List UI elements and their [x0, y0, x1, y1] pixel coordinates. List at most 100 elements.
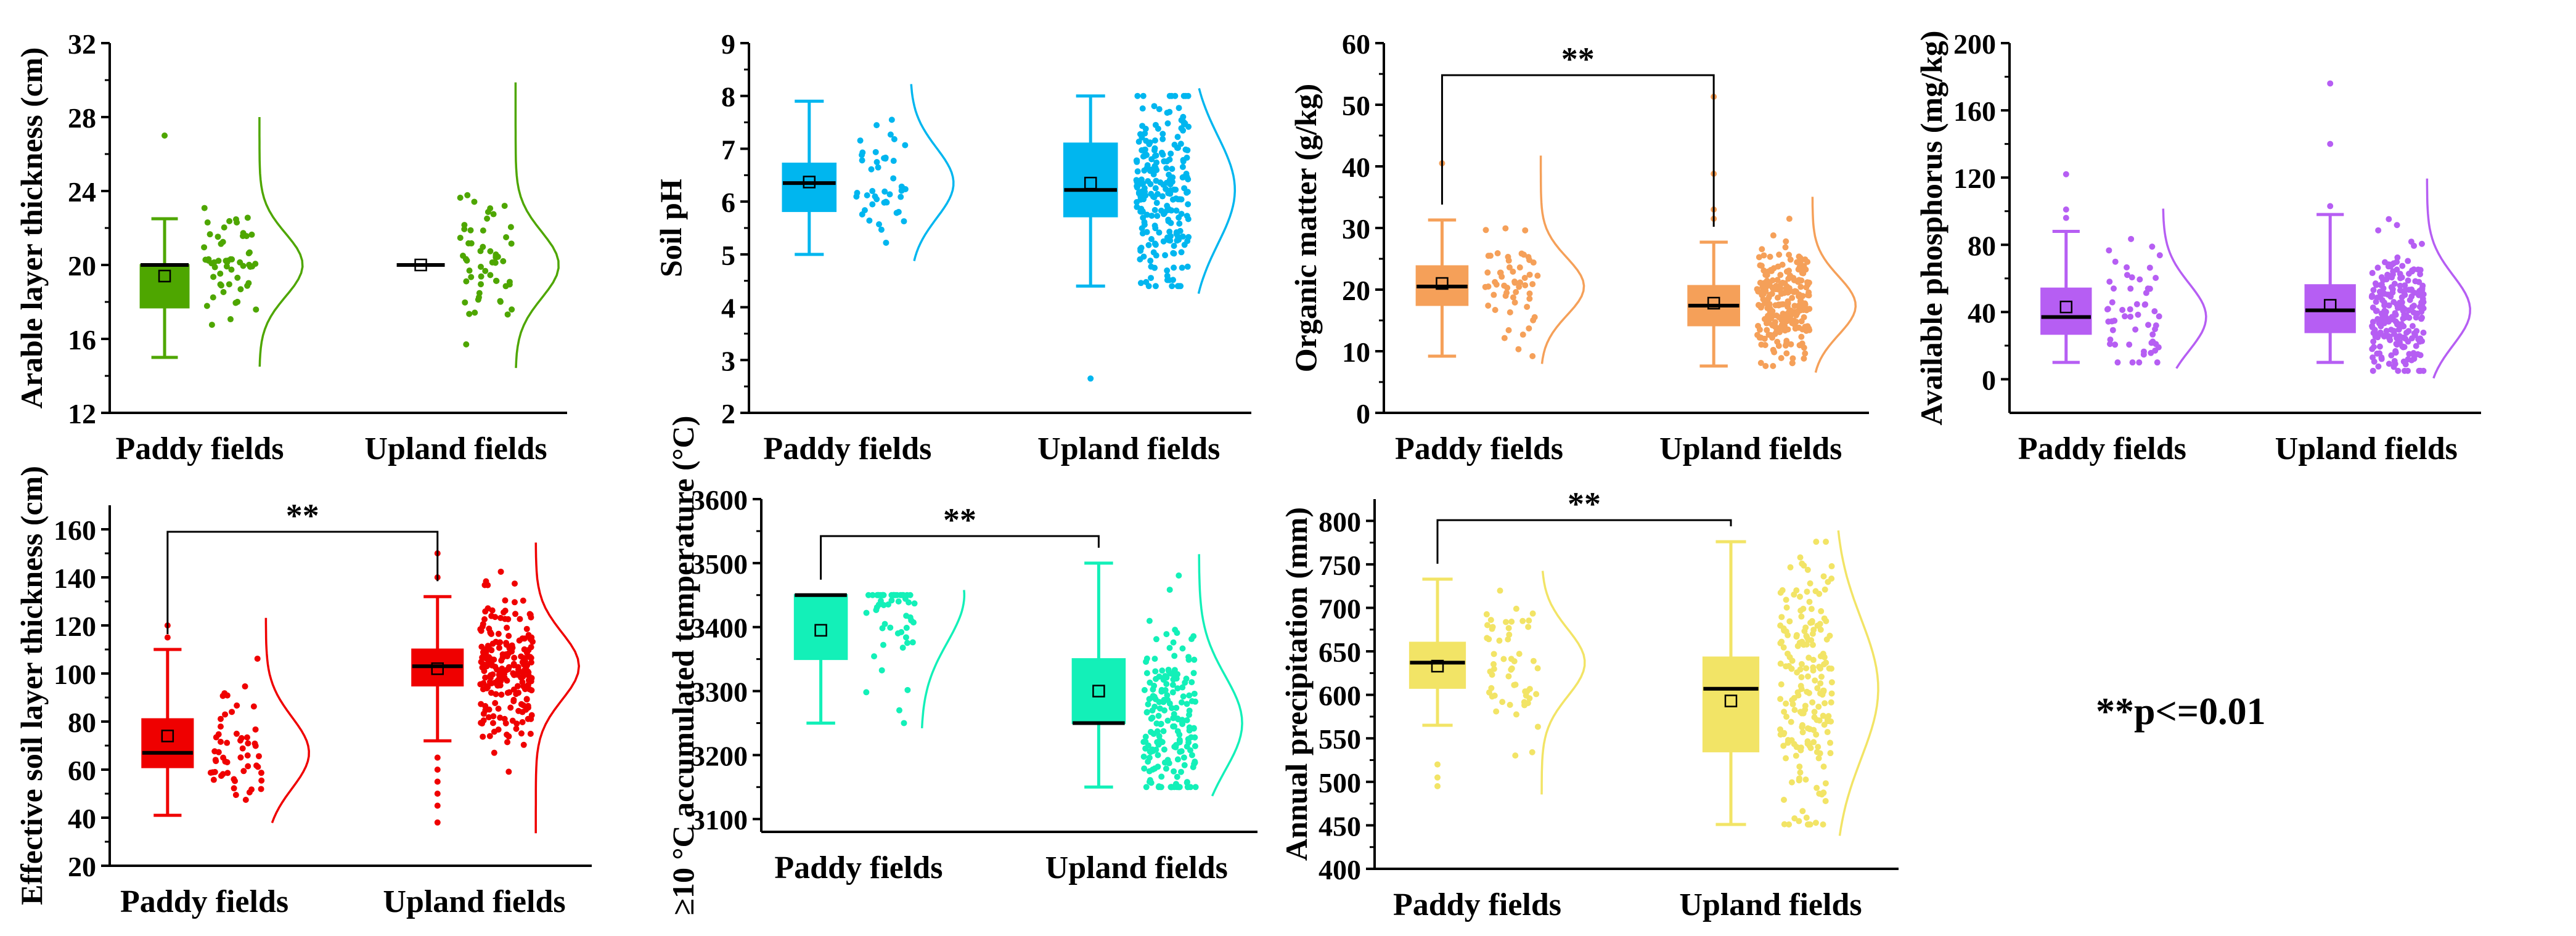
data-point [1760, 252, 1767, 259]
data-point [2379, 313, 2386, 320]
data-point [483, 663, 490, 670]
data-point [1143, 658, 1150, 665]
data-point [1777, 589, 1784, 596]
data-point [2376, 343, 2383, 350]
violin-curve [264, 617, 310, 824]
data-point [240, 768, 247, 775]
data-point [1791, 303, 1798, 309]
data-point [2389, 289, 2396, 296]
data-point [1818, 608, 1825, 614]
violin-curve [514, 82, 560, 368]
data-point [1774, 295, 1781, 301]
violin-curve [2162, 208, 2207, 369]
data-point [1142, 126, 1149, 132]
data-point [1813, 717, 1820, 723]
data-point [1182, 679, 1188, 686]
data-point [1526, 695, 1533, 702]
significance-stars: ** [1568, 486, 1601, 523]
data-point [881, 199, 888, 206]
data-point [497, 568, 504, 575]
significance-stars: ** [1561, 41, 1595, 78]
y-tick-label: 24 [68, 176, 96, 208]
data-point [1804, 821, 1811, 828]
significance-note: **p<=0.01 [2096, 691, 2266, 733]
box-mean-marker [431, 662, 444, 675]
data-point [1151, 137, 1158, 144]
data-point [888, 116, 895, 123]
data-point [898, 193, 904, 200]
violin-curve [2426, 178, 2471, 379]
y-tick-label: 16 [68, 324, 96, 356]
data-point [1762, 272, 1769, 279]
data-point [2127, 306, 2133, 312]
data-point [1505, 327, 1512, 333]
data-point [1152, 165, 1159, 171]
data-point [220, 754, 227, 761]
data-point [246, 261, 253, 268]
data-point [890, 158, 897, 165]
box-mean-marker [1436, 277, 1449, 290]
data-point [866, 217, 873, 224]
data-point [887, 624, 894, 631]
data-point [1182, 146, 1189, 153]
data-point [2119, 307, 2126, 314]
data-point [1777, 324, 1783, 331]
data-point [1185, 92, 1192, 99]
data-point [1785, 737, 1791, 744]
data-point [217, 723, 224, 730]
data-point [1810, 739, 1817, 746]
data-point [1794, 259, 1801, 266]
data-point [1159, 151, 1166, 158]
y-tick-label: 140 [54, 563, 96, 594]
data-point [1139, 230, 1146, 237]
data-point [2394, 301, 2400, 308]
data-point [508, 240, 515, 247]
data-point [1804, 725, 1811, 732]
data-point [1185, 176, 1192, 182]
data-point [1140, 214, 1147, 221]
data-point [2370, 287, 2377, 293]
data-point [1785, 632, 1791, 638]
data-point [1799, 560, 1805, 567]
data-point [1185, 216, 1192, 222]
data-point [503, 641, 510, 648]
data-point [245, 740, 251, 747]
y-tick-label: 160 [1953, 96, 1996, 127]
data-point [502, 608, 509, 614]
data-point [1795, 266, 1802, 273]
data-point [1158, 784, 1164, 791]
data-point [2417, 367, 2424, 374]
data-point [502, 616, 509, 622]
data-point [873, 607, 880, 614]
chart-panel-1: 12 16 20 24 28 32 Arable layer thickness (cm) P… [14, 28, 567, 466]
data-point [495, 706, 502, 712]
data-point [1505, 673, 1512, 680]
data-point [243, 233, 250, 240]
data-point [1146, 617, 1153, 624]
data-point [1786, 216, 1793, 222]
data-point [2395, 367, 2402, 374]
data-point [1777, 640, 1784, 646]
data-point [1177, 140, 1184, 147]
data-point [1164, 120, 1171, 127]
data-point [504, 624, 510, 631]
data-point [1820, 651, 1826, 657]
data-point [1798, 674, 1805, 680]
data-point [1179, 645, 1186, 652]
data-point [1151, 222, 1158, 229]
data-point [490, 211, 497, 218]
data-point [1490, 291, 1497, 298]
x-tick-label: Paddy fields [115, 431, 284, 466]
data-point [1799, 808, 1806, 815]
data-point [1179, 233, 1186, 240]
data-point [857, 137, 864, 144]
data-point [1174, 756, 1181, 763]
data-point [1184, 717, 1190, 723]
data-point [497, 298, 504, 304]
y-tick-label: 120 [54, 611, 96, 642]
box-outlier [2327, 140, 2334, 147]
data-point [2128, 274, 2135, 281]
data-point [1813, 539, 1820, 545]
data-point [504, 690, 511, 696]
